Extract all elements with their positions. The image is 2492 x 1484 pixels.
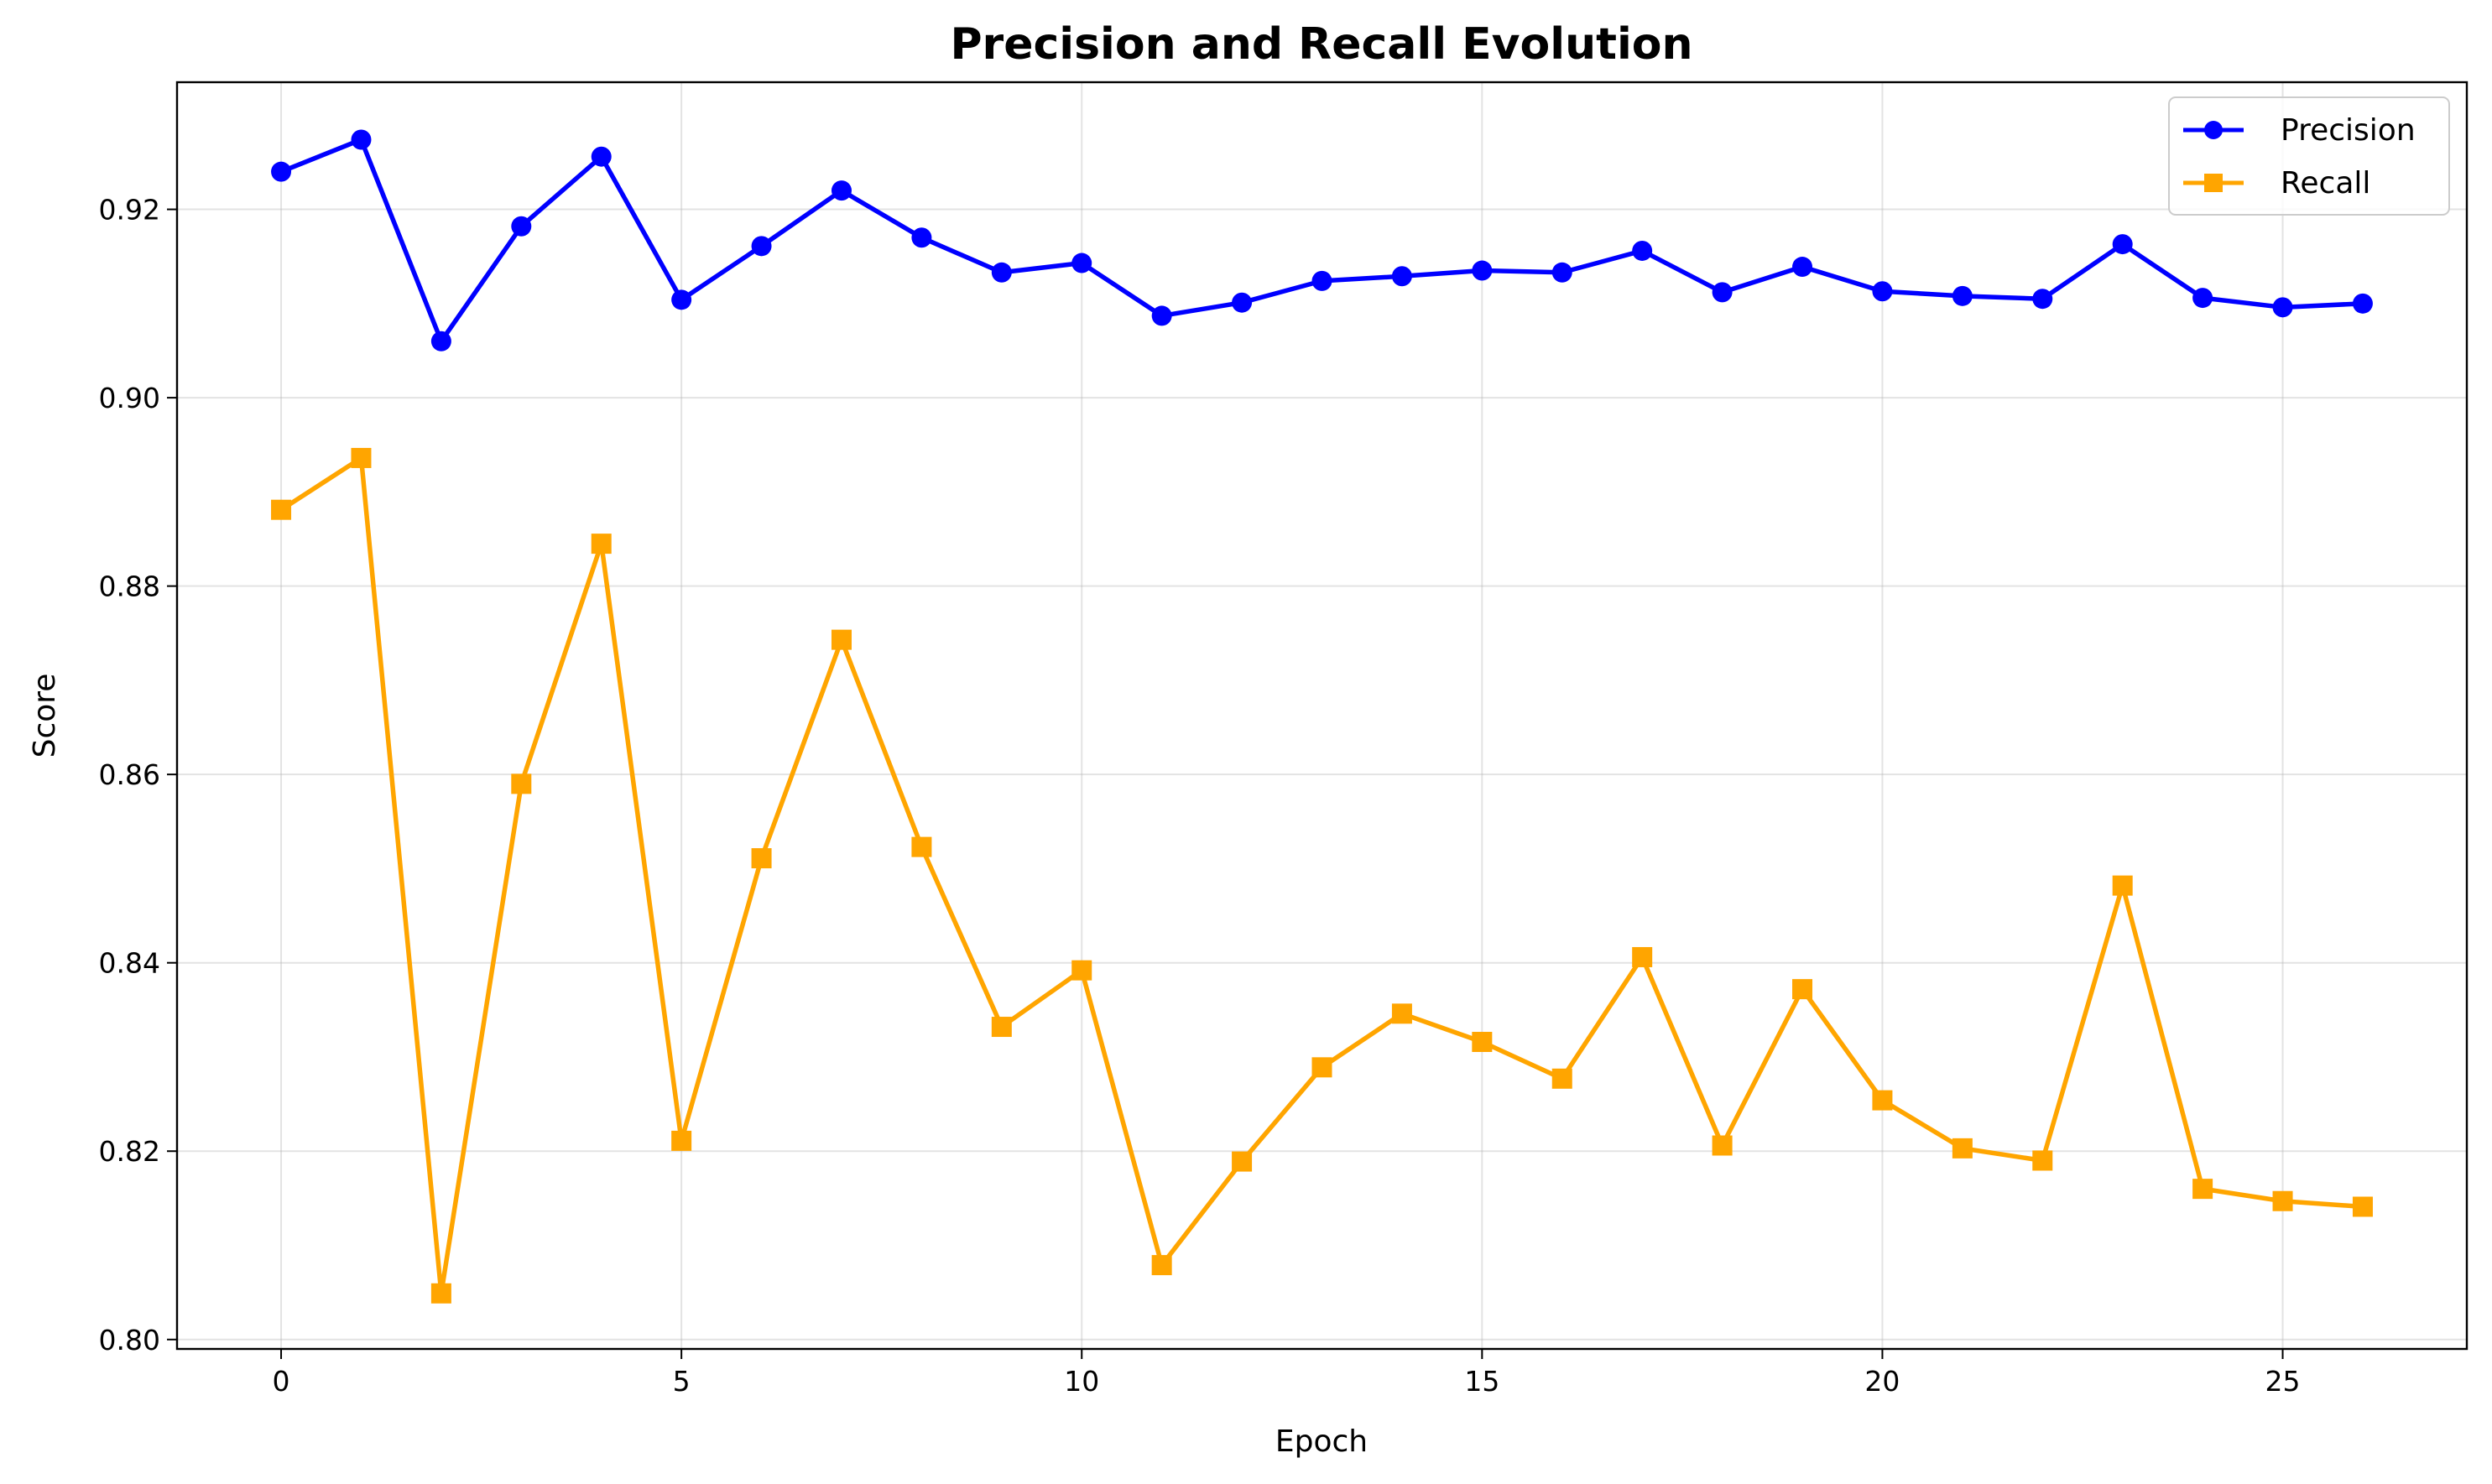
series-layer: [271, 129, 2373, 1304]
y-tick-label: 0.84: [99, 947, 160, 980]
precision-point: [2192, 288, 2213, 309]
legend-precision-marker: [2204, 121, 2223, 139]
y-tick-label: 0.80: [99, 1324, 160, 1356]
y-tick-label: 0.92: [99, 194, 160, 227]
precision-point: [831, 180, 852, 201]
y-tick-label: 0.90: [99, 382, 160, 414]
x-axis-label: Epoch: [1275, 1424, 1368, 1459]
precision-point: [511, 216, 532, 237]
recall-point: [1151, 1255, 1172, 1276]
recall-point: [671, 1130, 692, 1151]
precision-point: [1071, 253, 1092, 273]
precision-point: [2112, 234, 2133, 255]
recall-point: [1391, 1003, 1412, 1024]
precision-point: [1151, 305, 1172, 326]
precision-series: [271, 129, 2373, 351]
recall-point: [430, 1283, 451, 1304]
recall-point: [351, 447, 372, 468]
x-tick-label: 10: [1064, 1365, 1099, 1398]
recall-point: [591, 534, 612, 555]
recall-point: [2032, 1150, 2053, 1171]
recall-point: [1071, 960, 1092, 981]
recall-point: [2352, 1196, 2373, 1217]
axis-ticks: 0 5 10 15 20 25 0.80 0.82 0.84 0.86 0.88 0.90 0.92: [99, 194, 2301, 1398]
recall-point: [1872, 1090, 1893, 1111]
precision-point: [1391, 266, 1412, 287]
legend-recall-marker: [2204, 174, 2223, 192]
y-axis-label: Score: [28, 674, 62, 758]
plot-frame: [175, 81, 2469, 1351]
precision-point: [2352, 293, 2373, 314]
precision-point: [991, 262, 1012, 283]
precision-point: [430, 331, 451, 351]
precision-point: [671, 289, 692, 310]
recall-point: [2272, 1190, 2293, 1211]
recall-point: [1632, 946, 1653, 967]
precision-point: [1792, 257, 1813, 278]
precision-line: [279, 137, 2365, 344]
recall-point: [2192, 1179, 2213, 1200]
recall-point: [1551, 1068, 1572, 1089]
y-tick-label: 0.86: [99, 758, 160, 791]
recall-point: [751, 848, 772, 869]
precision-point: [1311, 270, 1332, 291]
precision-point: [751, 236, 772, 257]
recall-point: [831, 629, 852, 650]
recall-point: [911, 836, 932, 857]
legend-recall-label: Recall: [2281, 166, 2370, 200]
grid: [177, 82, 2467, 1349]
precision-point: [1551, 262, 1572, 283]
recall-point: [1952, 1138, 1973, 1159]
legend: Precision Recall: [2168, 96, 2450, 216]
precision-point: [1232, 292, 1253, 313]
x-tick-label: 20: [1864, 1365, 1900, 1398]
precision-point: [1472, 260, 1493, 281]
recall-series: [271, 447, 2373, 1304]
precision-point: [591, 146, 612, 167]
x-tick-label: 15: [1464, 1365, 1499, 1398]
y-tick-label: 0.88: [99, 570, 160, 603]
precision-point: [1632, 240, 1653, 261]
recall-point: [511, 773, 532, 794]
y-tick-label: 0.82: [99, 1135, 160, 1168]
precision-point: [2272, 297, 2293, 318]
recall-point: [271, 499, 292, 520]
x-tick-label: 5: [673, 1365, 691, 1398]
chart-title: Precision and Recall Evolution: [950, 19, 1692, 70]
precision-point: [2032, 289, 2053, 310]
x-tick-label: 0: [273, 1365, 290, 1398]
precision-point: [351, 129, 372, 150]
precision-point: [1952, 285, 1973, 306]
recall-point: [1712, 1135, 1733, 1156]
legend-precision-label: Precision: [2281, 113, 2416, 148]
recall-point: [1311, 1057, 1332, 1078]
precision-point: [1872, 281, 1893, 302]
recall-point: [991, 1017, 1012, 1038]
precision-point: [911, 227, 932, 248]
recall-point: [1792, 979, 1813, 1000]
recall-point: [1472, 1032, 1493, 1053]
precision-point: [271, 161, 292, 182]
precision-point: [1712, 282, 1733, 303]
legend-box: [2168, 96, 2450, 216]
recall-point: [2112, 875, 2133, 896]
recall-point: [1232, 1151, 1253, 1172]
x-tick-label: 25: [2265, 1365, 2301, 1398]
